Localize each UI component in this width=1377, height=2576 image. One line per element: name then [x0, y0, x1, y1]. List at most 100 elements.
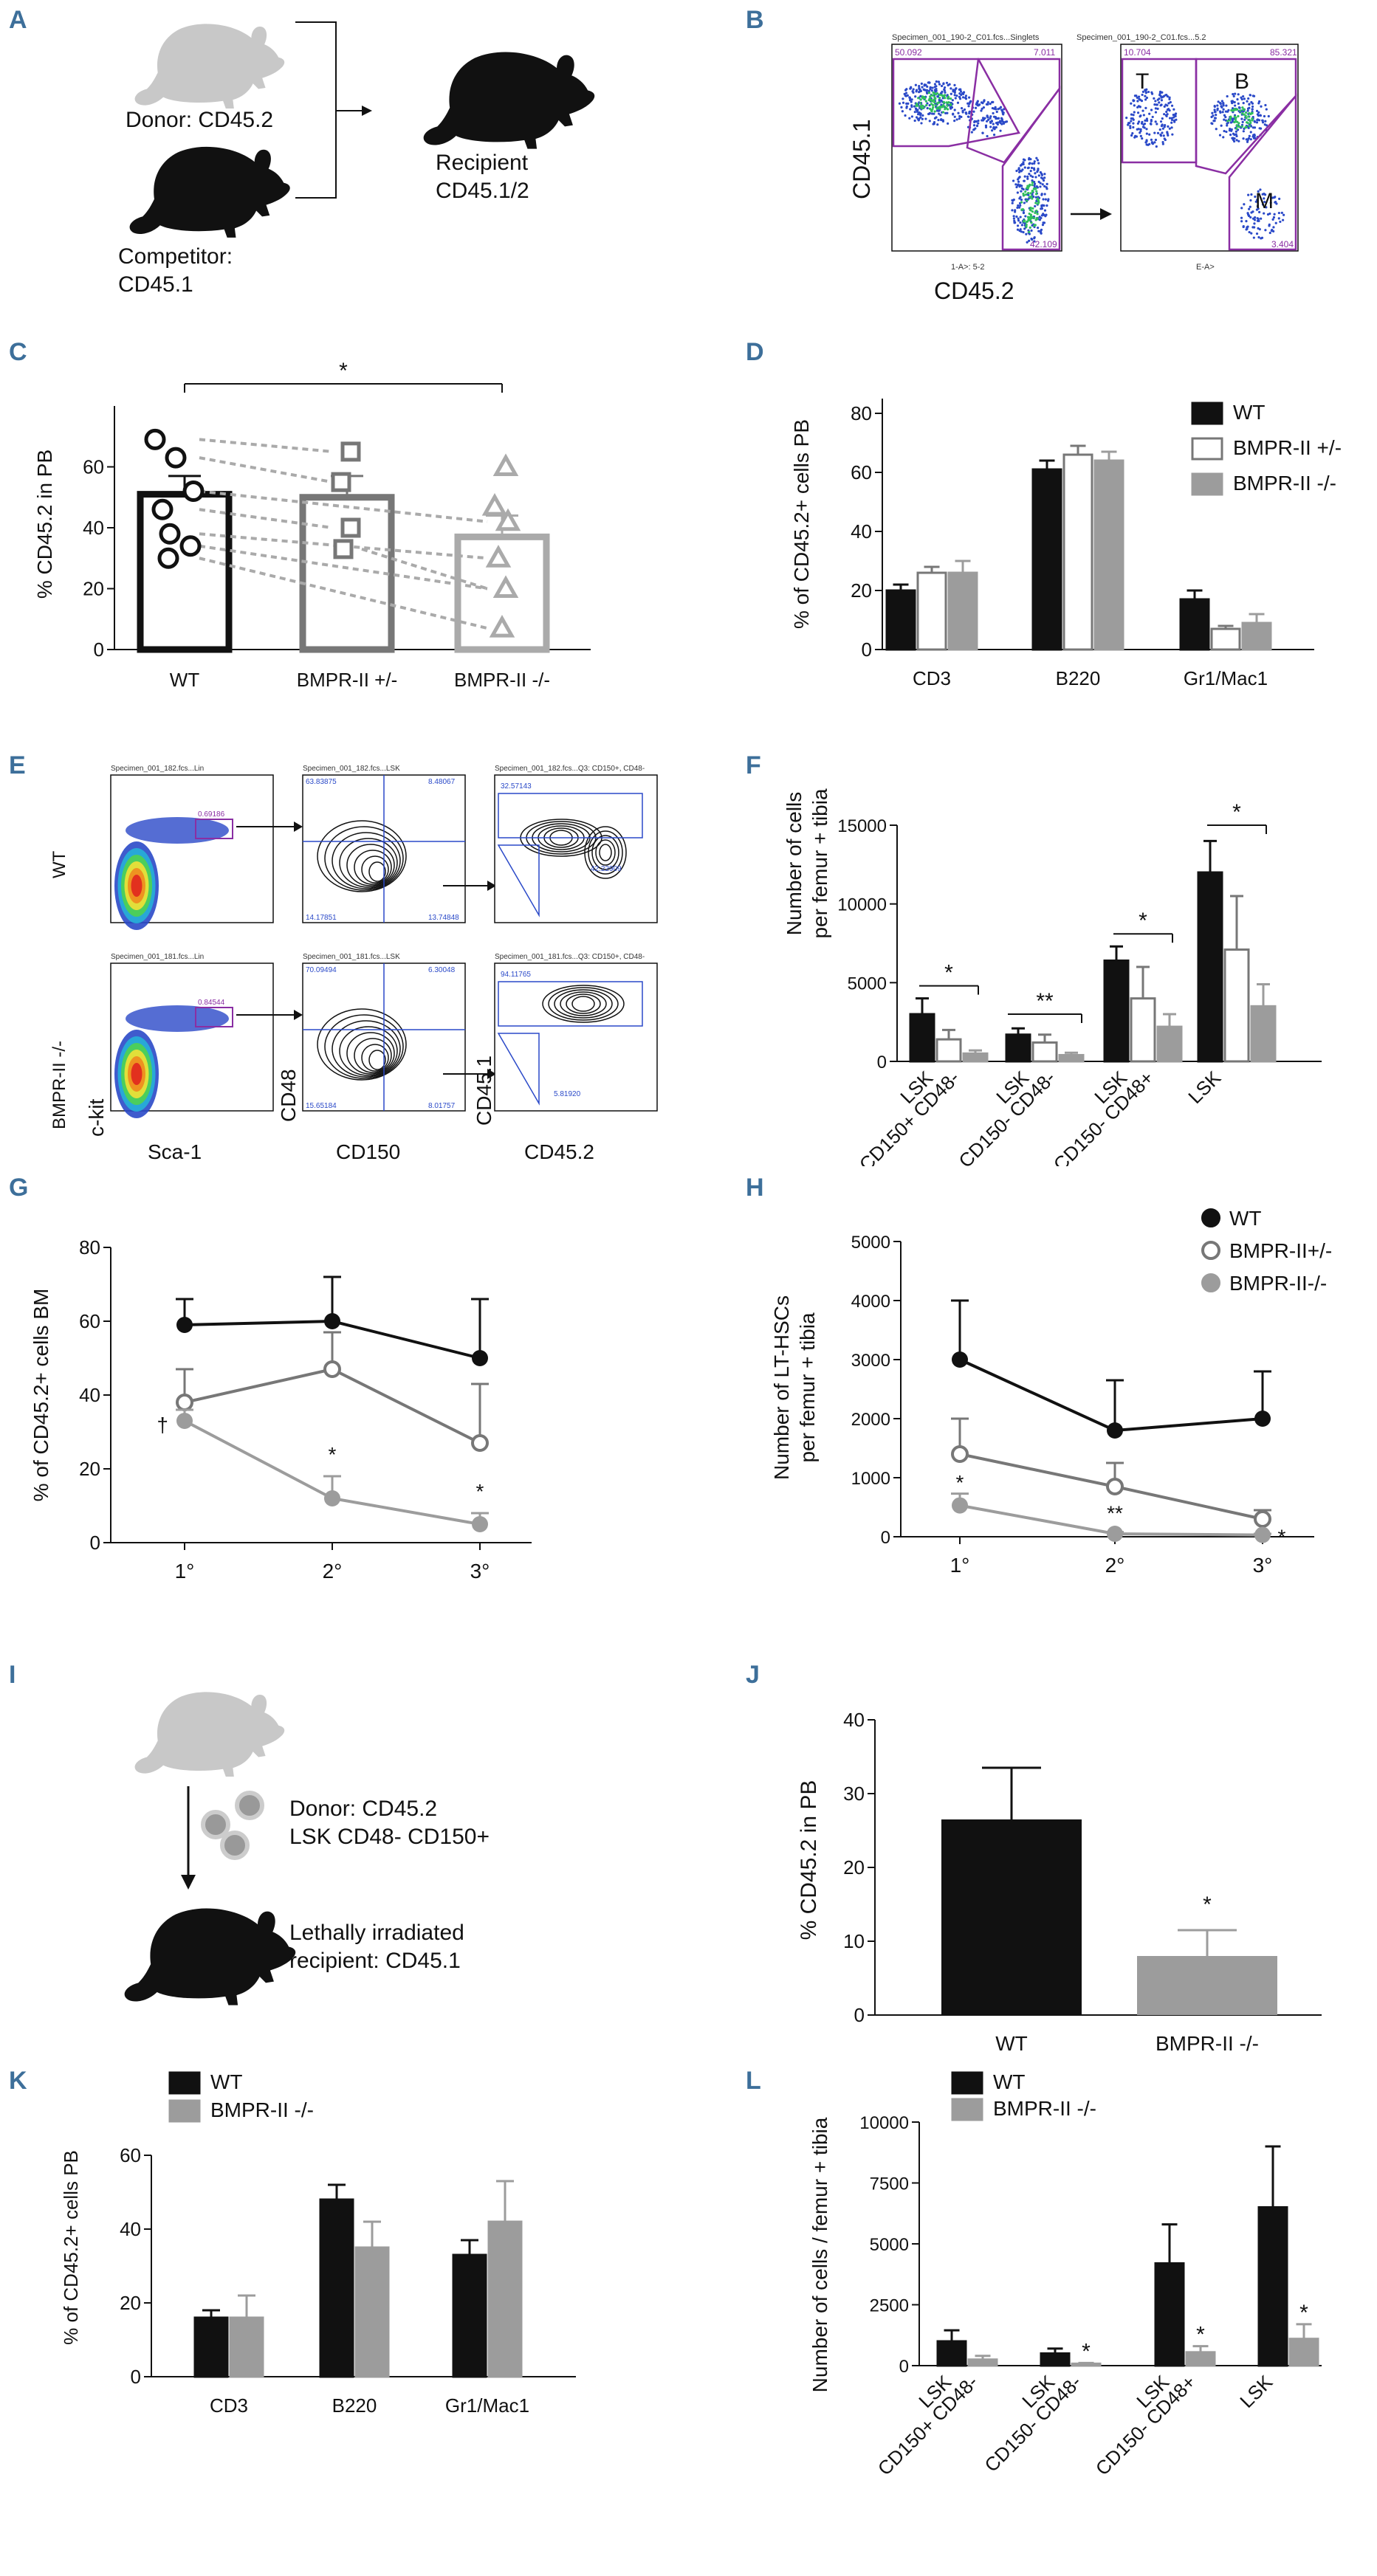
- flow-dot: [928, 104, 931, 107]
- bar: [1031, 468, 1062, 651]
- flow-dot: [936, 95, 940, 98]
- chart-f: Number of cells per femur + tibia 0 5000 100…: [783, 788, 1322, 1166]
- flow-e-val: 0.84544: [198, 999, 225, 1007]
- gate-val-6: 3.404: [1271, 239, 1294, 249]
- flow-dot: [1232, 94, 1235, 97]
- flow-dot: [992, 134, 996, 137]
- legend-label: WT: [210, 2070, 243, 2093]
- flow-dot: [1020, 170, 1023, 173]
- y-tick-label: 0: [877, 1053, 887, 1072]
- flow-dot: [918, 102, 922, 105]
- flow-dot: [902, 97, 904, 100]
- flow-dot: [1016, 184, 1020, 187]
- competitor-label-1: Competitor:: [118, 244, 233, 269]
- flow-dot: [910, 100, 913, 103]
- data-point: [495, 508, 521, 531]
- flow-contour: [317, 1008, 407, 1081]
- flow-dot: [1045, 182, 1048, 185]
- flow-dot: [1261, 119, 1264, 122]
- gate-label-t: T: [1136, 69, 1149, 94]
- bar: [936, 2340, 967, 2367]
- flow-b2-frame: [1120, 44, 1299, 252]
- flow-dot: [950, 97, 952, 100]
- flow-dot: [926, 106, 929, 110]
- flow-dot: [1023, 179, 1026, 182]
- flow-dot: [1015, 185, 1018, 189]
- flow-dot: [1137, 128, 1140, 131]
- flow-dot: [1235, 124, 1238, 127]
- flow-contour: [324, 1014, 404, 1079]
- panel-label-c: C: [9, 338, 27, 366]
- panel-label-d: D: [746, 338, 764, 366]
- flow-b1-title: Specimen_001_190-2_C01.fcs...Singlets: [892, 33, 1040, 42]
- flow-dot: [1038, 216, 1041, 218]
- flow-dot: [1253, 120, 1257, 123]
- flow-dot: [958, 92, 961, 95]
- legend-label: BMPR-II -/-: [210, 2098, 314, 2121]
- flow-dot: [1171, 133, 1174, 136]
- flow-dot: [1269, 202, 1272, 204]
- y-axis-label: % CD45.2 in PB: [797, 1780, 821, 1940]
- sig-star: *: [1196, 2323, 1205, 2347]
- legend-swatch: [951, 2071, 983, 2095]
- data-point: [1106, 1478, 1124, 1495]
- flow-dot: [1162, 134, 1165, 137]
- flow-dot: [918, 117, 921, 120]
- flow-dot: [1159, 104, 1162, 107]
- flow-dot: [989, 117, 992, 120]
- flow-b2-title: Specimen_001_190-2_C01.fcs...5.2: [1076, 33, 1206, 42]
- flow-dot: [1166, 113, 1169, 116]
- flow-dot: [916, 103, 918, 106]
- flow-dot: [1236, 98, 1239, 101]
- flow-dot: [1132, 118, 1135, 121]
- flow-dot: [1155, 123, 1158, 125]
- flow-dot: [1023, 202, 1026, 204]
- flow-dot: [1271, 218, 1274, 221]
- flow-dot: [999, 129, 1002, 132]
- flow-dot: [977, 122, 980, 125]
- x-tick-label: 3°: [1253, 1554, 1273, 1577]
- flow-dot: [1158, 128, 1161, 131]
- flow-dot: [1125, 117, 1128, 120]
- flow-dot: [1270, 229, 1273, 233]
- flow-dot: [938, 83, 941, 86]
- flow-dot: [957, 111, 960, 114]
- recipient-mouse-icon-i: [124, 1908, 296, 2005]
- legend-label: BMPR-II-/-: [1229, 1272, 1327, 1295]
- flow-dot: [1144, 98, 1147, 101]
- flow-dot: [1145, 132, 1148, 135]
- flow-dot: [1246, 109, 1249, 112]
- flow-dot: [1042, 198, 1045, 201]
- flow-dot: [989, 121, 992, 125]
- flow-dot: [1029, 216, 1032, 218]
- flow-dot: [1136, 111, 1140, 114]
- flow-dot: [1165, 110, 1168, 114]
- flow-dot: [995, 108, 997, 111]
- legend-marker: [1201, 1273, 1220, 1292]
- flow-dot: [1230, 109, 1233, 112]
- flow-gate-cd452: [497, 844, 540, 917]
- gate-val-2: 7.011: [1034, 47, 1055, 58]
- flow-dot: [1227, 109, 1230, 111]
- flow-dot: [1023, 175, 1026, 178]
- flow-dot: [1255, 121, 1259, 124]
- flow-dot: [927, 92, 930, 94]
- legend-marker: [1201, 1208, 1220, 1227]
- flow-dot: [1016, 224, 1020, 227]
- data-point: [179, 535, 202, 557]
- flow-dot: [921, 117, 924, 120]
- flow-dot: [1037, 201, 1040, 204]
- flow-dot: [918, 86, 921, 90]
- flow-dot: [1243, 203, 1246, 206]
- flow-dot: [916, 113, 920, 116]
- flow-dot: [1020, 224, 1024, 227]
- flow-contour: [332, 1020, 401, 1078]
- flow-dot: [1244, 126, 1247, 129]
- flow-e-val: 42.22909: [591, 865, 622, 873]
- flow-dot: [1259, 114, 1262, 117]
- flow-e-title: Specimen_001_182.fcs...Q3: CD150+, CD48-: [495, 765, 645, 773]
- panel-e-flow: WT BMPR-II -/- Specimen_001_182.fcs...Li…: [49, 765, 658, 1163]
- flow-dot: [1229, 119, 1232, 122]
- flow-dot: [1034, 204, 1037, 208]
- flow-dot: [1212, 114, 1215, 117]
